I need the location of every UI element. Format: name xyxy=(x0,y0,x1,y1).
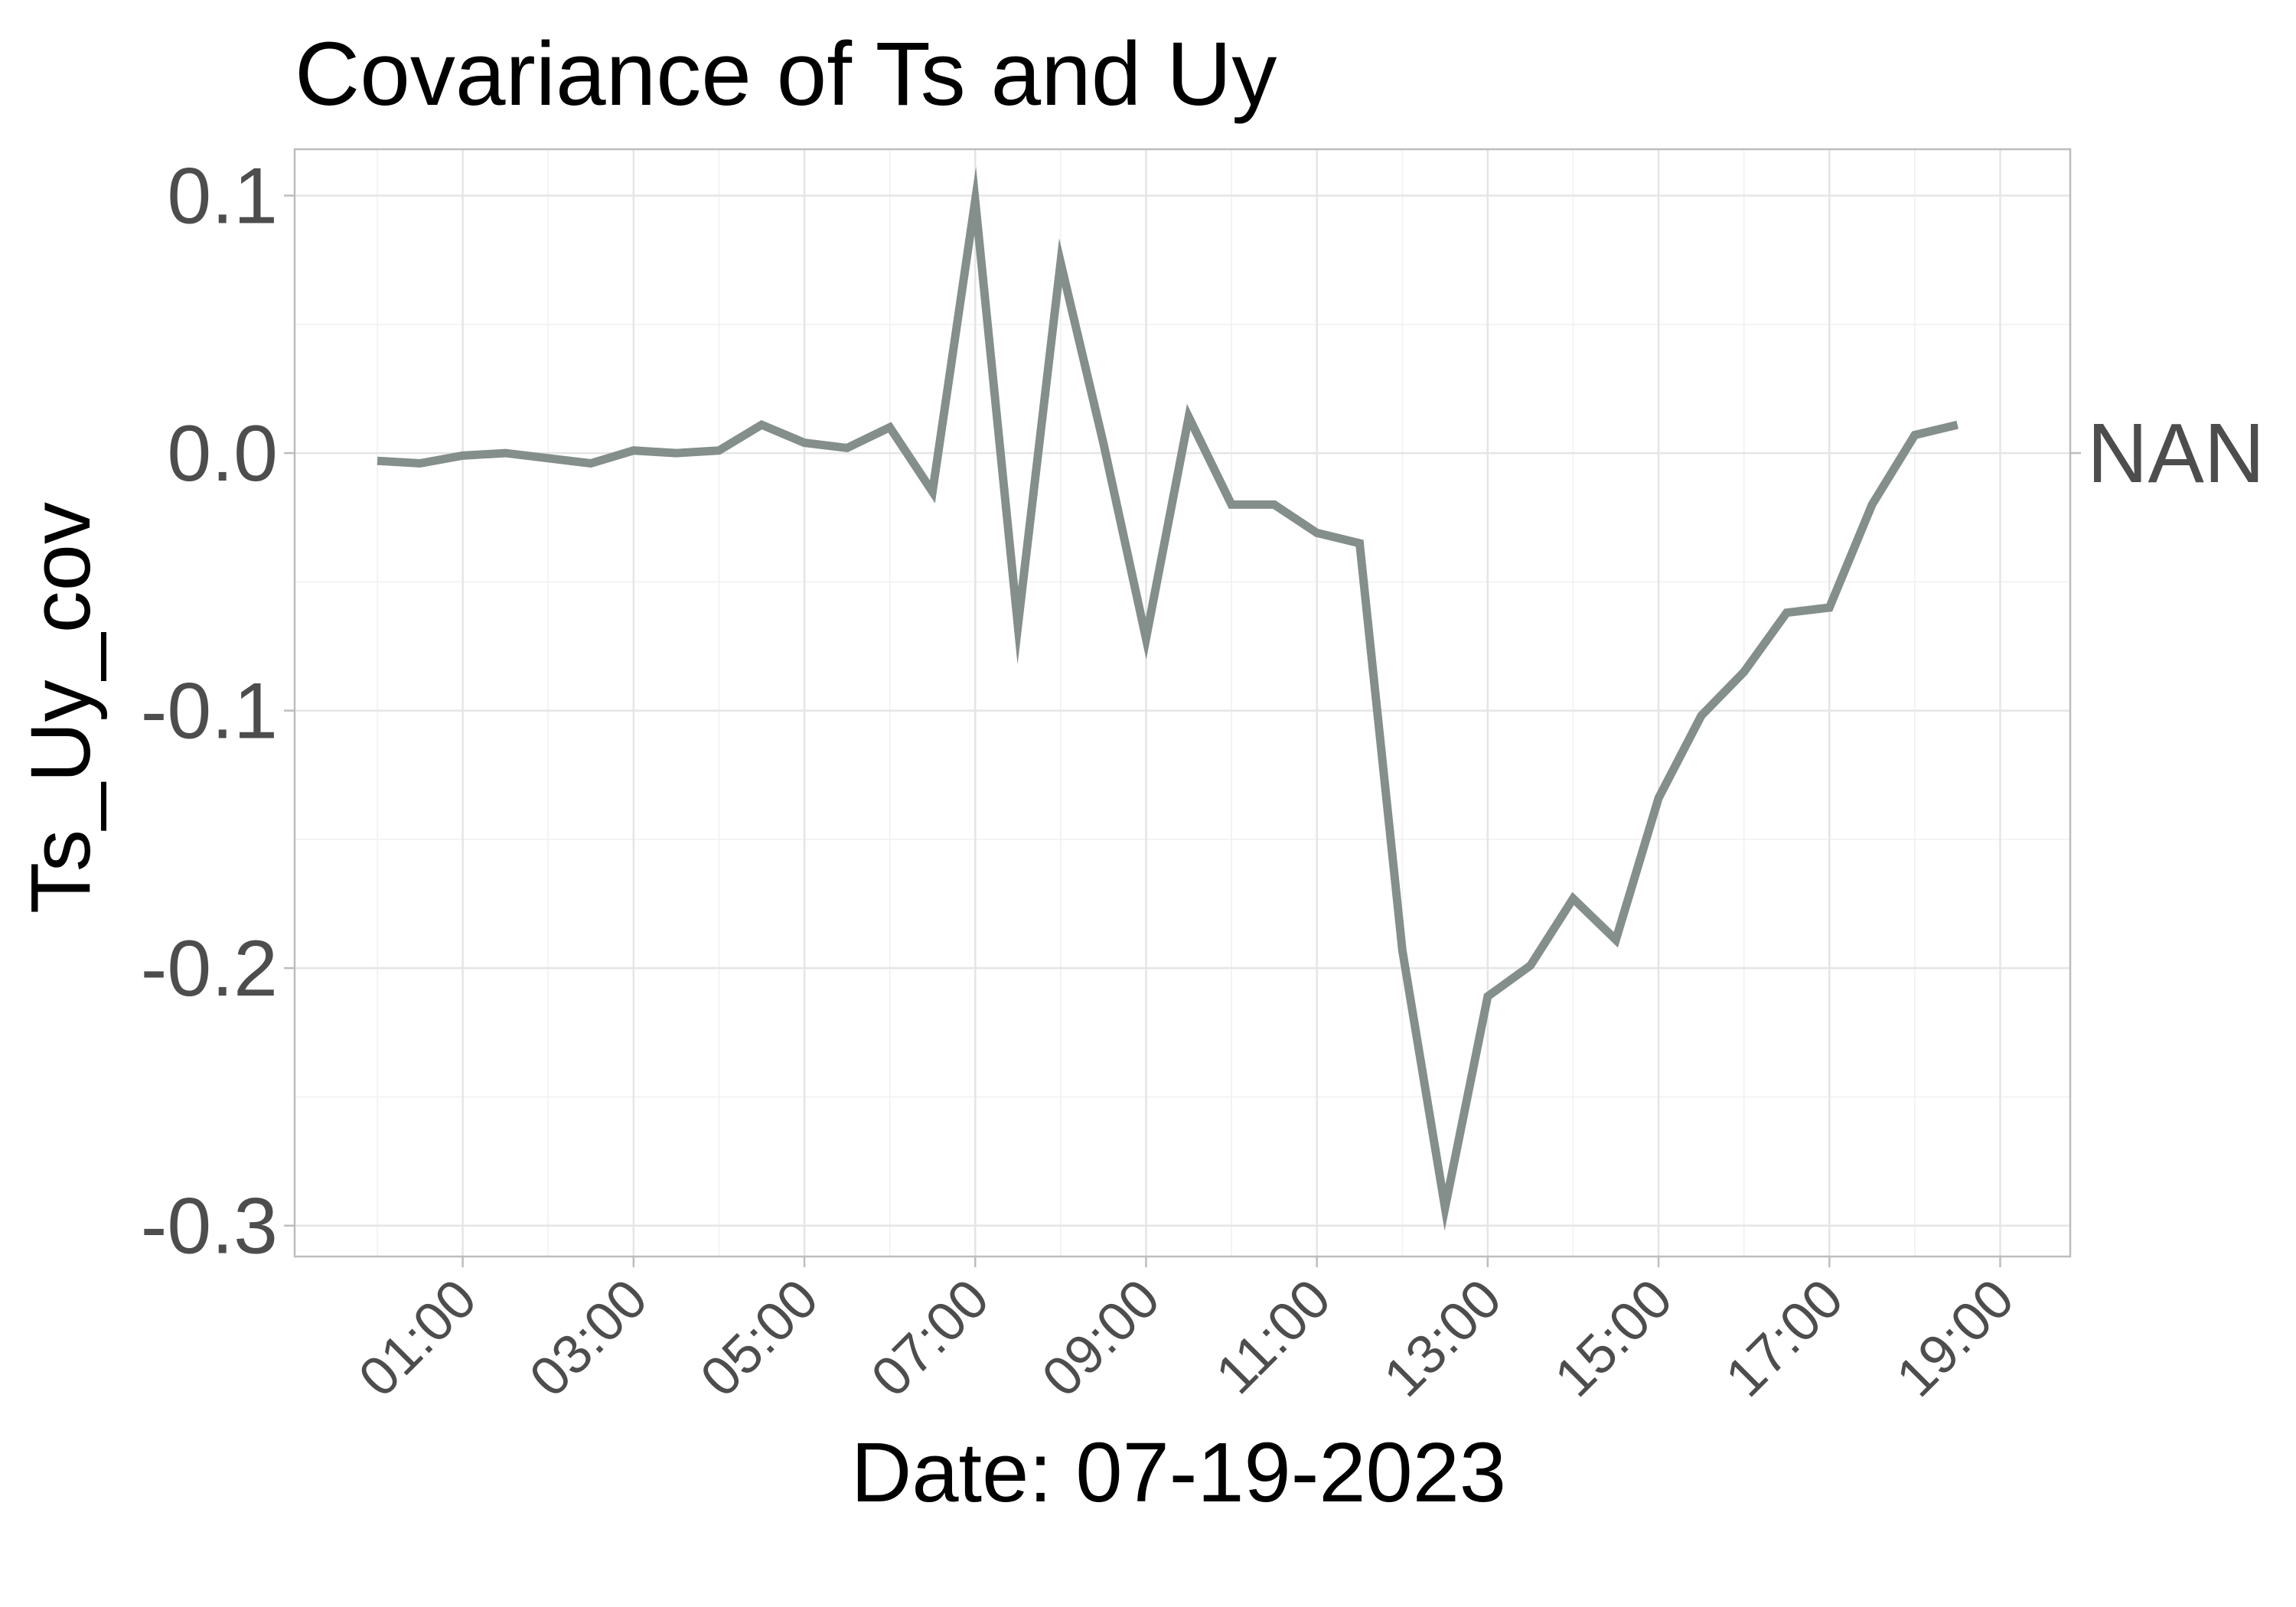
chart-title: Covariance of Ts and Uy xyxy=(295,24,1277,125)
x-tick-label: 07:00 xyxy=(860,1268,1001,1409)
y-tick-label: 0.0 xyxy=(167,409,278,498)
y-axis-ticks: 0.1 0.0 -0.1 -0.2 -0.3 xyxy=(141,152,295,1271)
x-tick-label: 15:00 xyxy=(1543,1268,1684,1409)
series-line xyxy=(377,166,1958,1231)
y-axis-title: Ts_Uy_cov xyxy=(14,502,108,914)
x-tick-label: 19:00 xyxy=(1885,1268,2026,1409)
y-tick-label: -0.3 xyxy=(141,1182,278,1271)
y-tick-label: -0.2 xyxy=(141,924,278,1013)
x-axis-ticks: 01:00 03:00 05:00 07:00 09:00 11:00 13:00 15:00… xyxy=(347,1257,2026,1409)
x-tick-label: 13:00 xyxy=(1372,1268,1513,1409)
x-tick-label: 01:00 xyxy=(347,1268,488,1409)
x-tick-label: 09:00 xyxy=(1031,1268,1172,1409)
x-tick-label: 11:00 xyxy=(1205,1268,1342,1406)
y-tick-label: -0.1 xyxy=(141,667,278,756)
x-tick-label: 17:00 xyxy=(1714,1268,1855,1409)
x-tick-label: 05:00 xyxy=(689,1268,830,1409)
x-axis-title: Date: 07-19-2023 xyxy=(851,1426,1506,1520)
minor-gridlines xyxy=(295,149,2070,1257)
series-end-label: NAN xyxy=(2087,406,2265,500)
series-lines: NAN xyxy=(377,166,2265,1231)
y-tick-label: 0.1 xyxy=(167,152,278,241)
plot-panel-border xyxy=(293,148,2072,1258)
x-tick-label: 03:00 xyxy=(518,1268,659,1409)
major-gridlines xyxy=(295,149,2070,1257)
